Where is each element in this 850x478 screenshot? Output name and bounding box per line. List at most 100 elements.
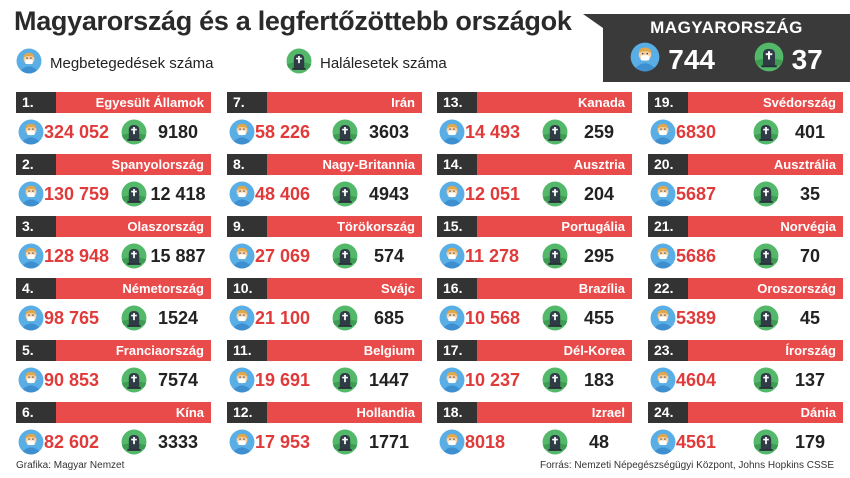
- country-header: 10. Svájc: [227, 278, 422, 299]
- tombstone-globe-icon: [542, 429, 568, 460]
- country-cases: 5687: [676, 184, 717, 204]
- country-deaths: 70: [799, 246, 821, 266]
- sick-person-icon: [18, 119, 44, 150]
- sick-person-icon: [18, 367, 44, 398]
- legend-deaths: Halálesetek száma: [286, 48, 447, 78]
- tombstone-globe-icon: [332, 181, 358, 212]
- country-cases: 19 691: [255, 370, 311, 390]
- country-card: 10. Svájc 21 100 685: [227, 278, 422, 334]
- country-rank: 3.: [16, 216, 56, 237]
- country-name: Norvégia: [688, 216, 843, 237]
- country-deaths: 1447: [368, 370, 410, 390]
- country-deaths: 259: [583, 122, 615, 142]
- country-card: 3. Olaszország 128 948 15 887: [16, 216, 211, 272]
- country-deaths: 401: [794, 122, 826, 142]
- country-card: 23. Írország 4604 137: [648, 340, 843, 396]
- country-header: 16. Brazília: [437, 278, 632, 299]
- legend-deaths-label: Halálesetek száma: [320, 54, 447, 72]
- country-header: 8. Nagy-Britannia: [227, 154, 422, 175]
- sick-person-icon: [439, 367, 465, 398]
- country-name: Törökország: [267, 216, 422, 237]
- country-cases: 17 953: [255, 432, 311, 452]
- tombstone-globe-icon: [753, 119, 779, 150]
- country-name: Olaszország: [56, 216, 211, 237]
- country-rank: 12.: [227, 402, 267, 423]
- tombstone-globe-icon: [542, 367, 568, 398]
- country-name: Svájc: [267, 278, 422, 299]
- sick-person-icon: [439, 305, 465, 336]
- sick-person-icon: [16, 48, 42, 78]
- sick-person-icon: [650, 429, 676, 460]
- sick-person-icon: [439, 181, 465, 212]
- country-header: 19. Svédország: [648, 92, 843, 113]
- tombstone-globe-icon: [121, 305, 147, 336]
- country-cases: 14 493: [465, 122, 521, 142]
- country-rank: 17.: [437, 340, 477, 361]
- sick-person-icon: [229, 243, 255, 274]
- tombstone-globe-icon: [753, 305, 779, 336]
- country-deaths: 183: [583, 370, 615, 390]
- country-deaths: 3603: [368, 122, 410, 142]
- tombstone-globe-icon: [121, 243, 147, 274]
- country-header: 24. Dánia: [648, 402, 843, 423]
- country-header: 13. Kanada: [437, 92, 632, 113]
- country-rank: 23.: [648, 340, 688, 361]
- tombstone-globe-icon: [332, 429, 358, 460]
- tombstone-globe-icon: [286, 48, 312, 78]
- country-cases: 12 051: [465, 184, 521, 204]
- country-header: 23. Írország: [648, 340, 843, 361]
- footer-credit: Grafika: Magyar Nemzet: [16, 460, 125, 471]
- sick-person-icon: [229, 429, 255, 460]
- country-header: 4. Németország: [16, 278, 211, 299]
- country-deaths: 7574: [157, 370, 199, 390]
- country-header: 17. Dél-Korea: [437, 340, 632, 361]
- country-header: 6. Kína: [16, 402, 211, 423]
- tombstone-globe-icon: [121, 429, 147, 460]
- sick-person-icon: [229, 305, 255, 336]
- country-deaths: 455: [583, 308, 615, 328]
- country-header: 14. Ausztria: [437, 154, 632, 175]
- sick-person-icon: [18, 181, 44, 212]
- country-cases: 8018: [465, 432, 506, 452]
- country-header: 12. Hollandia: [227, 402, 422, 423]
- country-deaths: 45: [799, 308, 821, 328]
- country-name: Svédország: [688, 92, 843, 113]
- country-card: 24. Dánia 4561 179: [648, 402, 843, 458]
- country-header: 5. Franciaország: [16, 340, 211, 361]
- country-card: 8. Nagy-Britannia 48 406 4943: [227, 154, 422, 210]
- country-rank: 14.: [437, 154, 477, 175]
- country-name: Írország: [688, 340, 843, 361]
- country-card: 16. Brazília 10 568 455: [437, 278, 632, 334]
- country-rank: 5.: [16, 340, 56, 361]
- hungary-deaths: 37: [791, 43, 823, 75]
- sick-person-icon: [650, 367, 676, 398]
- country-deaths: 4943: [368, 184, 410, 204]
- country-card: 6. Kína 82 602 3333: [16, 402, 211, 458]
- country-card: 2. Spanyolország 130 759 12 418: [16, 154, 211, 210]
- country-name: Dánia: [688, 402, 843, 423]
- country-rank: 8.: [227, 154, 267, 175]
- tombstone-globe-icon: [121, 367, 147, 398]
- country-rank: 22.: [648, 278, 688, 299]
- country-deaths: 1771: [368, 432, 410, 452]
- tombstone-globe-icon: [753, 367, 779, 398]
- country-name: Spanyolország: [56, 154, 211, 175]
- country-cases: 48 406: [255, 184, 311, 204]
- tombstone-globe-icon: [332, 305, 358, 336]
- country-header: 3. Olaszország: [16, 216, 211, 237]
- sick-person-icon: [18, 305, 44, 336]
- country-cases: 6830: [676, 122, 717, 142]
- country-deaths: 295: [583, 246, 615, 266]
- country-cases: 324 052: [44, 122, 110, 142]
- country-name: Hollandia: [267, 402, 422, 423]
- country-header: 15. Portugália: [437, 216, 632, 237]
- country-rank: 6.: [16, 402, 56, 423]
- country-cases: 82 602: [44, 432, 100, 452]
- sick-person-icon: [439, 429, 465, 460]
- tombstone-globe-icon: [121, 119, 147, 150]
- country-header: 2. Spanyolország: [16, 154, 211, 175]
- country-header: 11. Belgium: [227, 340, 422, 361]
- country-header: 7. Irán: [227, 92, 422, 113]
- country-rank: 10.: [227, 278, 267, 299]
- country-deaths: 15 887: [150, 246, 206, 266]
